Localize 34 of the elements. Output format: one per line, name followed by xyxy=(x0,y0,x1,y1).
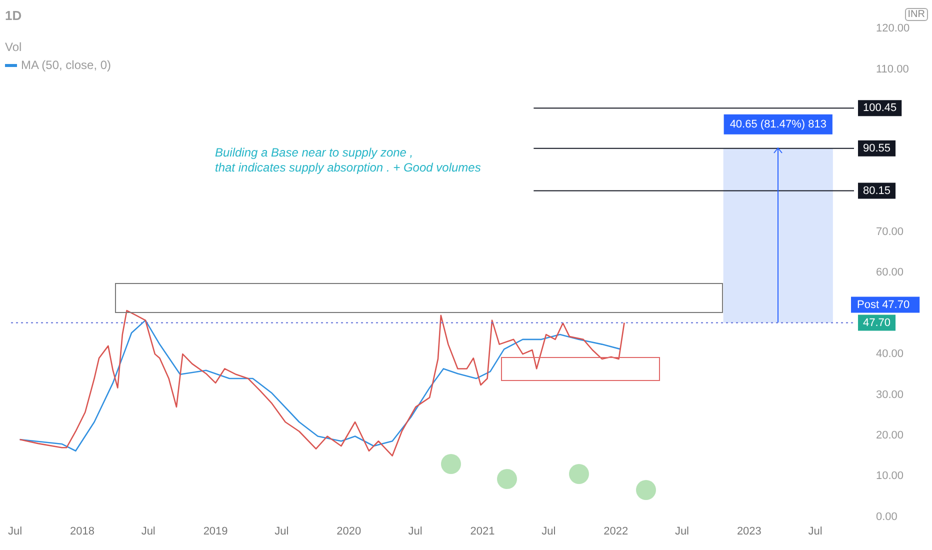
annotation: 40.65 (81.47%) 813 xyxy=(730,118,826,130)
ref-line-label: 47.70 xyxy=(863,316,891,329)
x-tick-label: 2020 xyxy=(336,525,362,538)
y-tick-label: 10.00 xyxy=(876,470,904,482)
chart-title: 1D xyxy=(5,8,22,23)
legend-label: MA (50, close, 0) xyxy=(20,58,112,72)
ref-line-label: 80.15 xyxy=(863,184,891,197)
ref-line-label: 90.55 xyxy=(863,142,891,154)
x-tick-label: 2022 xyxy=(604,525,628,538)
x-tick-label: Jul xyxy=(808,525,822,538)
y-tick-label: 60.00 xyxy=(876,266,904,279)
ref-line-label: 100.45 xyxy=(863,102,897,114)
x-tick-label: Jul xyxy=(141,525,156,538)
y-axis-title: INR xyxy=(904,8,928,21)
y-tick-label: 20.00 xyxy=(876,429,904,442)
y-tick-label: 0.00 xyxy=(876,510,898,523)
x-tick-label: 2023 xyxy=(736,525,762,538)
y-tick-label: 30.00 xyxy=(876,388,904,401)
annotation: that indicates supply absorption . + Good volumes xyxy=(215,160,481,174)
x-tick-label: 2019 xyxy=(203,525,228,538)
x-tick-label: Jul xyxy=(274,525,289,538)
y-tick-label: 120.00 xyxy=(876,22,910,35)
x-tick-label: Jul xyxy=(408,525,422,538)
y-tick-label: 70.00 xyxy=(876,226,904,238)
x-tick-label: Jul xyxy=(8,525,22,538)
text: Post 47.70 xyxy=(857,298,910,311)
x-tick-label: Jul xyxy=(542,525,556,538)
x-tick-label: Jul xyxy=(674,525,689,538)
annotation: Building a Base near to supply zone , xyxy=(215,145,414,160)
x-tick-label: 2018 xyxy=(70,525,94,538)
y-tick-label: 40.00 xyxy=(876,348,904,360)
y-tick-label: 110.00 xyxy=(876,63,909,76)
annotation: Vol xyxy=(5,40,23,54)
x-tick-label: 2021 xyxy=(470,525,495,538)
